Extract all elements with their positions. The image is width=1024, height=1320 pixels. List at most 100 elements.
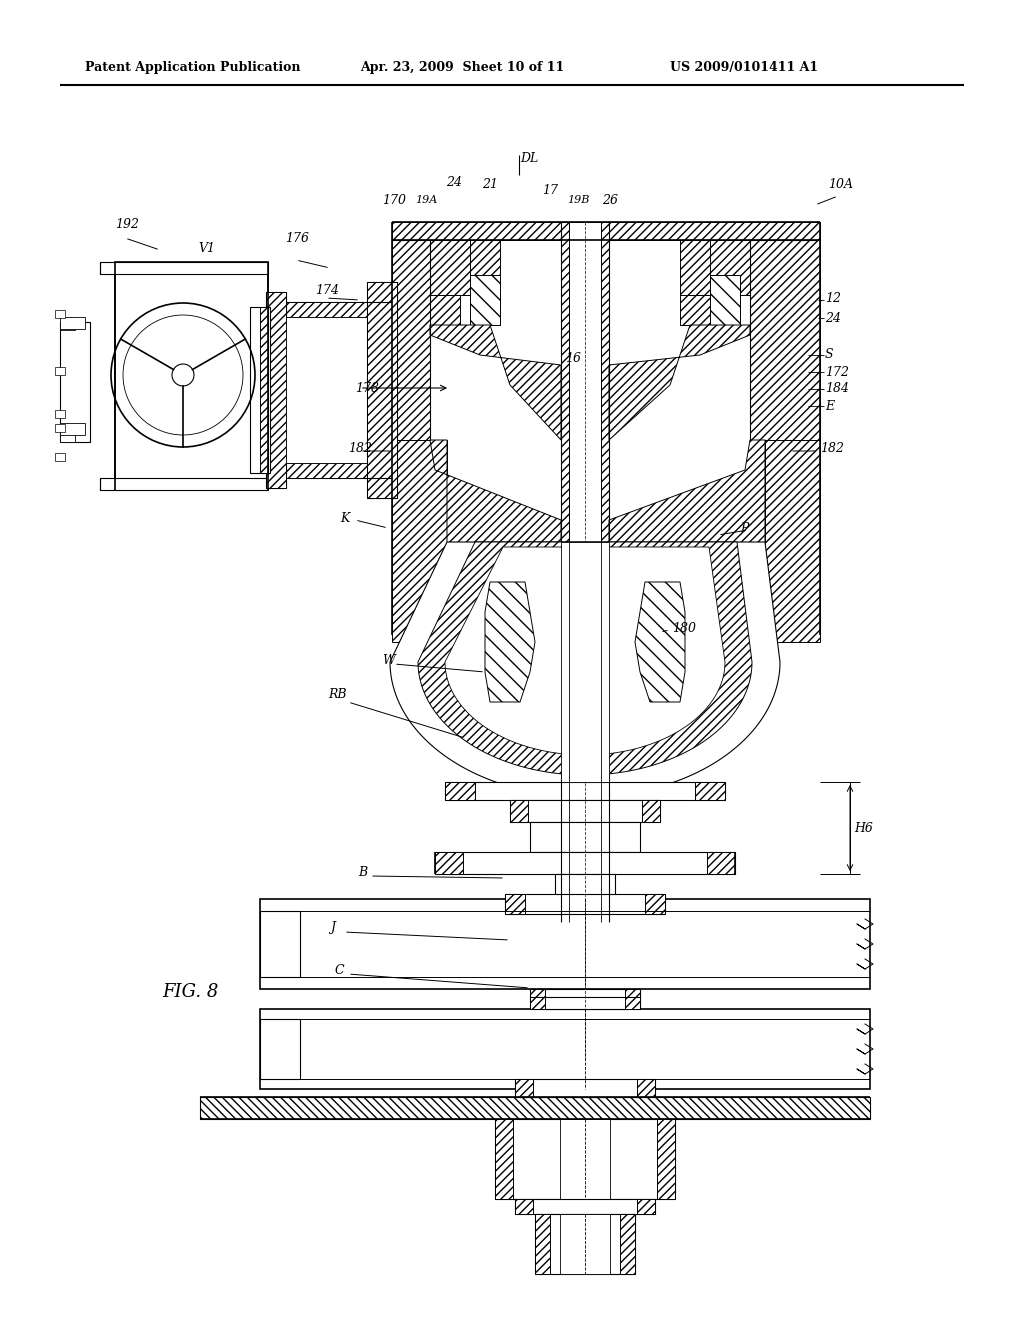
Bar bbox=[555, 874, 615, 899]
Bar bbox=[645, 894, 665, 913]
Text: 19B: 19B bbox=[567, 195, 590, 205]
Bar bbox=[430, 294, 500, 325]
Bar bbox=[680, 240, 720, 294]
Text: 178: 178 bbox=[355, 381, 379, 395]
Bar bbox=[470, 275, 500, 325]
Circle shape bbox=[172, 364, 194, 385]
Bar bbox=[535, 1214, 550, 1274]
Bar bbox=[515, 1199, 534, 1214]
Bar bbox=[545, 989, 625, 1008]
Bar bbox=[268, 463, 392, 478]
Bar bbox=[268, 317, 392, 463]
Bar bbox=[115, 261, 268, 490]
Text: 24: 24 bbox=[825, 312, 841, 325]
Bar bbox=[260, 899, 870, 989]
Bar bbox=[250, 308, 270, 473]
Bar bbox=[60, 434, 75, 442]
Text: 170: 170 bbox=[382, 194, 406, 206]
Bar bbox=[740, 548, 750, 572]
Bar bbox=[515, 1199, 655, 1214]
Text: 12: 12 bbox=[825, 292, 841, 305]
Bar bbox=[470, 240, 500, 275]
Bar bbox=[60, 422, 85, 436]
Text: 21: 21 bbox=[482, 178, 498, 191]
Bar bbox=[657, 1119, 675, 1199]
Circle shape bbox=[715, 595, 735, 615]
Bar bbox=[55, 367, 65, 375]
Text: 192: 192 bbox=[115, 219, 139, 231]
Bar bbox=[530, 997, 640, 1008]
Polygon shape bbox=[200, 1097, 870, 1119]
Bar bbox=[755, 545, 765, 576]
Bar bbox=[535, 1214, 635, 1274]
Bar bbox=[560, 989, 610, 1008]
Bar bbox=[100, 478, 268, 490]
Bar bbox=[495, 1119, 513, 1199]
Text: H6: H6 bbox=[854, 821, 872, 834]
Bar bbox=[55, 424, 65, 432]
Text: 182: 182 bbox=[820, 441, 844, 454]
Text: Apr. 23, 2009  Sheet 10 of 11: Apr. 23, 2009 Sheet 10 of 11 bbox=[360, 62, 564, 74]
Bar bbox=[530, 989, 545, 1001]
Polygon shape bbox=[609, 325, 750, 440]
Bar bbox=[55, 453, 65, 461]
Bar bbox=[530, 822, 640, 851]
Bar bbox=[266, 292, 286, 488]
Bar bbox=[569, 222, 601, 921]
Bar bbox=[260, 911, 300, 977]
Bar bbox=[530, 989, 640, 1001]
Bar bbox=[392, 440, 447, 642]
Text: 24: 24 bbox=[446, 176, 462, 189]
Text: J: J bbox=[330, 921, 335, 935]
Bar bbox=[268, 302, 392, 317]
Bar bbox=[260, 1008, 870, 1089]
Bar bbox=[268, 463, 392, 478]
Bar bbox=[367, 282, 397, 498]
Text: 182: 182 bbox=[348, 441, 372, 454]
Bar bbox=[60, 322, 75, 330]
Text: RB: RB bbox=[328, 689, 346, 701]
Bar bbox=[510, 800, 528, 822]
Bar bbox=[695, 781, 725, 800]
Bar bbox=[60, 322, 90, 442]
Bar bbox=[100, 261, 268, 275]
Bar bbox=[561, 543, 609, 781]
Bar bbox=[515, 1078, 534, 1097]
Circle shape bbox=[477, 595, 497, 615]
Bar bbox=[569, 543, 601, 781]
Bar bbox=[505, 894, 525, 913]
Text: 176: 176 bbox=[285, 231, 309, 244]
Text: P: P bbox=[740, 521, 749, 535]
Text: 172: 172 bbox=[825, 366, 849, 379]
Bar bbox=[601, 543, 609, 781]
Bar bbox=[750, 240, 820, 440]
Bar bbox=[266, 292, 286, 488]
Bar bbox=[430, 240, 470, 294]
Bar bbox=[637, 1199, 655, 1214]
Bar bbox=[445, 781, 475, 800]
Text: Patent Application Publication: Patent Application Publication bbox=[85, 62, 300, 74]
Text: 180: 180 bbox=[672, 622, 696, 635]
Bar bbox=[561, 222, 569, 921]
Text: FIG. 8: FIG. 8 bbox=[162, 983, 218, 1001]
Bar bbox=[60, 317, 85, 329]
Polygon shape bbox=[430, 325, 561, 440]
Polygon shape bbox=[635, 582, 685, 702]
Text: US 2009/0101411 A1: US 2009/0101411 A1 bbox=[670, 62, 818, 74]
Bar bbox=[447, 552, 472, 568]
Polygon shape bbox=[418, 543, 752, 775]
Bar bbox=[495, 1119, 675, 1199]
Bar bbox=[530, 997, 545, 1008]
Bar bbox=[260, 308, 268, 473]
Bar bbox=[561, 543, 569, 781]
Bar bbox=[430, 294, 460, 325]
Text: 10A: 10A bbox=[828, 178, 853, 191]
Bar bbox=[435, 851, 463, 874]
Bar bbox=[620, 1214, 635, 1274]
Bar bbox=[462, 548, 472, 572]
Bar bbox=[707, 851, 735, 874]
Bar bbox=[447, 545, 457, 576]
Bar bbox=[286, 317, 392, 463]
Bar bbox=[740, 552, 765, 568]
Bar bbox=[710, 275, 740, 325]
